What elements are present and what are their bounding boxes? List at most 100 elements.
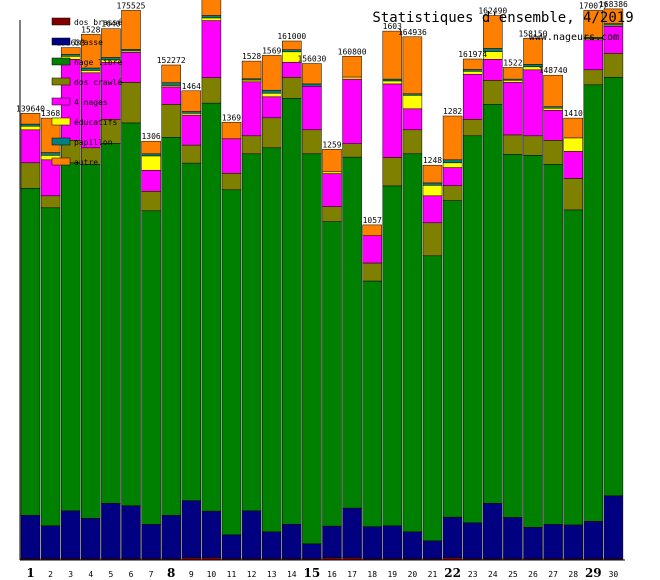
total-label-6: 175525 <box>117 1 146 10</box>
bar-segment-10-3 <box>201 77 222 104</box>
x-tick-20: 20 <box>408 570 418 579</box>
bar-segment-15-4 <box>302 86 322 131</box>
bar-segment-16-3 <box>322 206 342 222</box>
bar-segment-14-1 <box>282 524 302 560</box>
bar-segment-4-6 <box>81 67 101 71</box>
bar-segment-17-7 <box>342 56 362 78</box>
bar-segment-22-4 <box>442 167 463 186</box>
bar-segment-15-3 <box>302 129 322 155</box>
bar-segment-8-6 <box>161 82 181 86</box>
chart-subtitle: www.nageurs.com <box>529 32 619 43</box>
bar-segment-10-4 <box>201 20 222 78</box>
bar-segment-1-6 <box>20 123 41 127</box>
bar-segment-26-4 <box>523 69 543 137</box>
bar-segment-6-2 <box>121 122 141 506</box>
bars-layer <box>20 0 624 561</box>
bar-segment-19-3 <box>382 157 403 187</box>
bar-segment-7-5 <box>141 155 161 171</box>
total-label-12: 1528 <box>242 52 261 61</box>
total-label-15: 156030 <box>297 55 326 64</box>
bar-segment-26-3 <box>523 135 543 156</box>
x-tick-21: 21 <box>428 570 438 579</box>
bar-segment-14-6 <box>282 49 302 53</box>
total-label-8: 152272 <box>157 56 186 65</box>
bar-segment-15-1 <box>302 543 322 560</box>
bar-segment-16-1 <box>322 525 342 558</box>
total-label-27: 148740 <box>539 66 568 75</box>
bar-segment-2-1 <box>40 525 61 560</box>
bar-segment-10-6 <box>201 15 222 19</box>
bar-segment-16-7 <box>322 149 342 173</box>
bar-segment-14-4 <box>282 62 302 78</box>
bar-segment-22-6 <box>442 159 463 164</box>
x-tick-2: 2 <box>48 570 53 579</box>
bar-segment-16-4 <box>322 173 342 207</box>
x-tick-9: 9 <box>189 570 194 579</box>
bar-segment-24-4 <box>483 59 503 81</box>
bar-segment-5-4 <box>101 62 121 120</box>
bar-segment-8-1 <box>161 515 181 560</box>
bar-segment-27-5 <box>543 107 563 111</box>
total-label-24: 162490 <box>478 7 507 16</box>
bar-segment-2-6 <box>40 152 61 156</box>
bar-segment-9-4 <box>181 114 202 146</box>
bar-segment-19-1 <box>382 525 403 560</box>
bar-segment-18-4 <box>362 235 382 264</box>
total-label-25: 1522 <box>503 58 522 67</box>
total-label-3: 153633 <box>56 39 85 48</box>
bar-segment-9-5 <box>181 113 202 116</box>
total-label-19: 1603 <box>383 22 402 31</box>
bar-segment-13-1 <box>261 531 282 560</box>
bar-segment-20-3 <box>402 129 423 155</box>
bar-segment-24-1 <box>483 503 503 560</box>
bar-segment-12-5 <box>241 79 262 83</box>
bar-segment-1-5 <box>20 125 41 131</box>
bar-segment-17-2 <box>342 156 362 509</box>
totals-layer: 1396401368153633152816401755251306152272… <box>16 0 628 225</box>
bar-segment-3-2 <box>60 162 81 512</box>
total-label-2: 1368 <box>41 109 60 118</box>
bar-segment-24-2 <box>483 104 503 504</box>
bar-segment-2-3 <box>40 195 61 209</box>
legend-label-1: brasse <box>74 38 103 47</box>
bar-segment-4-5 <box>81 70 101 74</box>
bar-segment-28-4 <box>563 151 583 179</box>
bar-segment-10-1 <box>201 510 222 558</box>
legend-swatch-7 <box>51 157 71 166</box>
bar-segment-27-2 <box>543 164 563 525</box>
chart-title: Statistiques d'ensemble, 4/2019 <box>372 10 633 26</box>
bar-segment-23-6 <box>462 69 483 72</box>
bar-segment-5-2 <box>101 143 121 504</box>
x-tick-1: 1 <box>26 566 34 580</box>
bar-segment-1-3 <box>20 162 41 189</box>
legend-swatch-4 <box>51 97 71 106</box>
bar-segment-23-4 <box>462 74 483 120</box>
bar-segment-15-7 <box>302 63 322 85</box>
legend-label-6: papillon <box>74 138 113 147</box>
bar-segment-27-3 <box>543 140 563 165</box>
bar-segment-17-1 <box>342 507 362 558</box>
bar-segment-19-4 <box>382 83 403 158</box>
total-label-5: 1640 <box>101 20 120 29</box>
bar-segment-30-3 <box>603 53 624 78</box>
bar-segment-7-2 <box>141 210 161 525</box>
total-label-7: 1306 <box>141 132 160 141</box>
bar-segment-22-3 <box>442 185 463 201</box>
bar-segment-10-5 <box>201 17 222 21</box>
bar-segment-25-5 <box>503 80 523 83</box>
bar-segment-8-2 <box>161 137 181 516</box>
bar-segment-22-1 <box>442 516 463 558</box>
total-label-23: 161974 <box>458 50 487 59</box>
bar-segment-15-2 <box>302 153 322 545</box>
bar-segment-3-1 <box>60 510 81 560</box>
bar-segment-21-2 <box>422 255 443 542</box>
legend-label-7: autre <box>74 158 98 167</box>
bar-segment-8-3 <box>161 104 181 138</box>
bar-segment-19-7 <box>382 30 403 80</box>
x-tick-18: 18 <box>367 570 377 579</box>
bar-segment-7-3 <box>141 191 161 212</box>
bar-segment-17-5 <box>342 76 362 80</box>
legend-swatch-5 <box>51 117 71 126</box>
bar-segment-13-7 <box>261 55 282 91</box>
